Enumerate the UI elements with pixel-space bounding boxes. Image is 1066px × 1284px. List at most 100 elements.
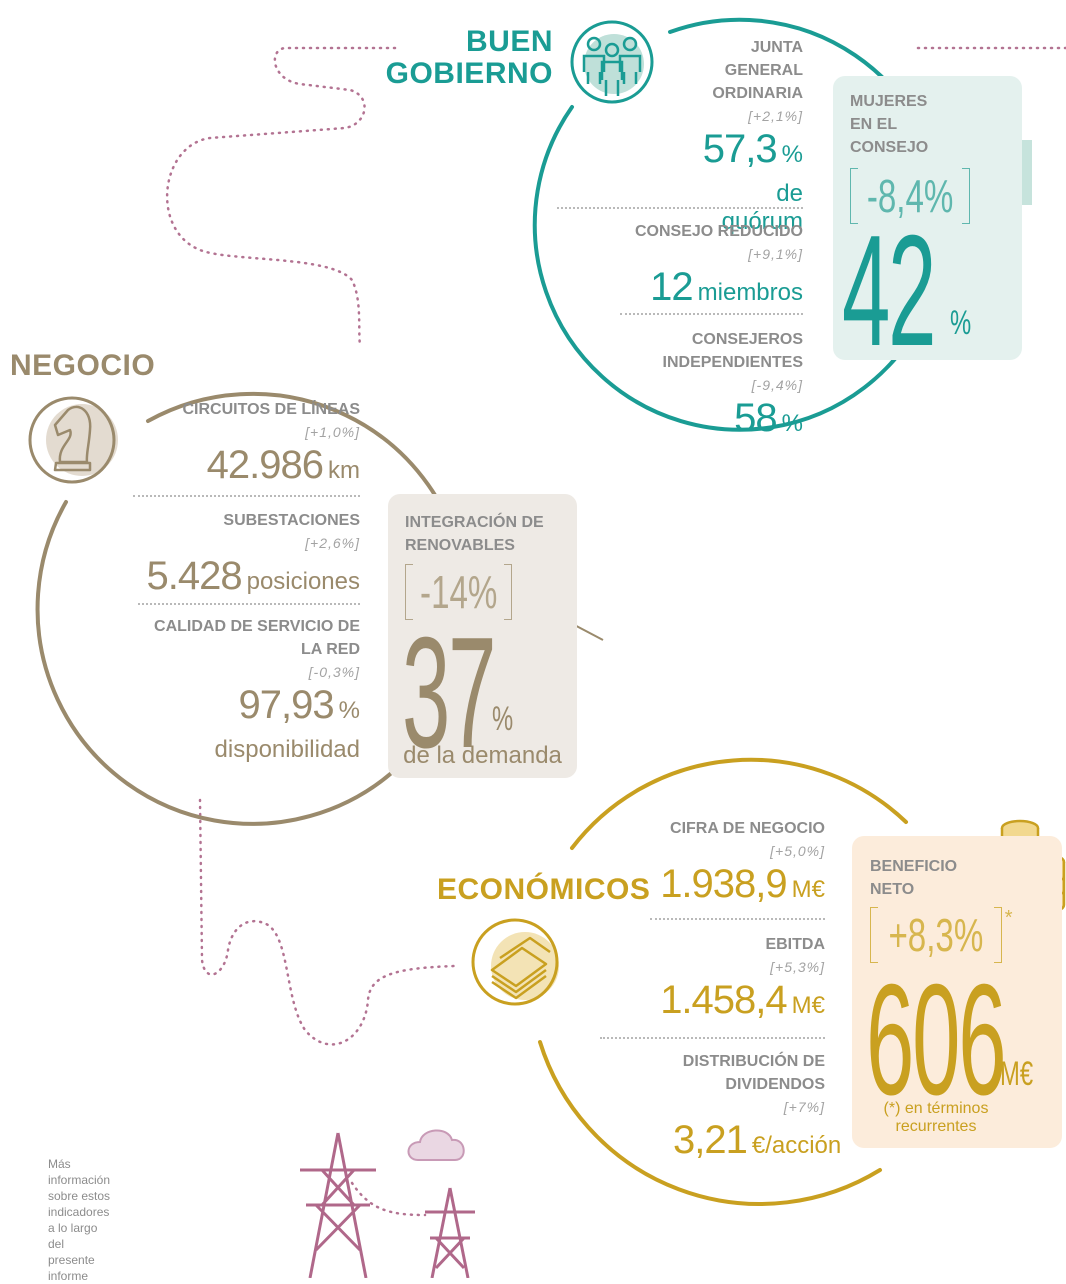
indicator-change: [+7%] xyxy=(783,1099,825,1115)
indicator: SUBESTACIONES [+2,6%] 5.428 posiciones xyxy=(120,509,360,607)
indicator: DISTRIBUCIÓN DE DIVIDENDOS [+7%] 3,21 €/acc… xyxy=(673,1050,841,1171)
indicator-value: 12 xyxy=(650,265,693,309)
separator xyxy=(557,207,803,209)
indicator-note: disponibilidad xyxy=(214,736,360,763)
indicator-unit: % xyxy=(781,141,803,168)
indicator-label: JUNTA GENERAL ORDINARIA xyxy=(712,39,803,102)
indicator-change: [+1,0%] xyxy=(305,424,360,440)
indicator-label: SUBESTACIONES xyxy=(223,512,360,529)
economic-arc-top xyxy=(570,757,908,850)
highlight-box xyxy=(388,494,577,778)
indicator-value: 42.986 xyxy=(206,443,324,487)
highlight-label: MUJERES EN EL CONSEJO xyxy=(850,93,929,156)
indicator-unit: % xyxy=(338,697,360,724)
cloud xyxy=(407,1129,465,1161)
indicator: EBITDA [+5,3%] 1.458,4 M€ xyxy=(605,933,825,1031)
economic-arc-bottom xyxy=(538,1040,882,1206)
indicator-value-row: 42.986 km xyxy=(120,443,360,496)
indicator: JUNTA GENERAL ORDINARIA [+2,1%] 57,3% de qu… xyxy=(693,36,803,236)
bracket xyxy=(850,168,858,224)
indicator: CONSEJO REDUCIDO [+9,1%] 12 miembros xyxy=(583,220,803,318)
indicator-value: 5.428 xyxy=(146,554,242,598)
money-icon xyxy=(471,918,559,1006)
section-title: ECONÓMICOS xyxy=(437,873,651,906)
indicator-value: 97,93 xyxy=(238,683,335,727)
bracket xyxy=(870,907,878,963)
highlight-label: BENEFICIO NETO xyxy=(870,858,958,898)
indicator: CIFRA DE NEGOCIO [+5,0%] 1.938,9 M€ xyxy=(605,817,825,915)
indicator-label: CIFRA DE NEGOCIO xyxy=(670,820,825,837)
bracket xyxy=(962,168,971,224)
indicator-unit: M€ xyxy=(791,876,825,903)
indicator-label: DISTRIBUCIÓN DE DIVIDENDOS xyxy=(682,1053,825,1093)
change-text: +8,3% xyxy=(888,909,984,961)
highlight-change: +8,3% * xyxy=(870,907,1013,963)
change-text: -14% xyxy=(420,566,498,618)
indicator-label: EBITDA xyxy=(765,936,825,953)
highlight-box xyxy=(852,836,1062,1148)
highlight-unit: % xyxy=(950,304,972,342)
title-line: GOBIERNO xyxy=(385,57,553,90)
separator xyxy=(600,1037,825,1039)
footnote: (*) en términos recurrentes xyxy=(883,1100,989,1135)
indicator-value-row: 1.458,4 M€ xyxy=(605,978,825,1031)
knight-icon xyxy=(28,396,118,484)
indicator-change: [+5,0%] xyxy=(770,843,825,859)
governance-arc xyxy=(532,17,947,432)
governance-icon xyxy=(570,20,654,104)
indicator-label: CALIDAD DE SERVICIO DE LA RED xyxy=(154,618,360,658)
indicator-unit: posiciones xyxy=(246,568,360,595)
indicator-value: 1.938,9 xyxy=(660,862,787,906)
indicator-change: [+2,1%] xyxy=(748,108,803,124)
indicator-label: CONSEJEROS INDEPENDIENTES xyxy=(662,331,803,371)
bracket xyxy=(405,564,413,620)
indicator-change: [+5,3%] xyxy=(770,959,825,975)
asterisk: * xyxy=(1004,907,1013,929)
highlight-value: 42 xyxy=(842,203,936,379)
indicator-unit: km xyxy=(328,457,360,484)
indicator-value-row: 1.938,9 M€ xyxy=(605,862,825,915)
indicator-unit: miembros xyxy=(697,279,803,306)
dotted-path xyxy=(165,46,1066,1217)
indicator-change: [-0,3%] xyxy=(308,664,360,680)
indicator-unit: % xyxy=(781,410,803,437)
section-title: NEGOCIO xyxy=(10,349,156,382)
highlight-value: 606 xyxy=(866,952,1007,1128)
separator xyxy=(133,495,360,497)
indicator-value: 58 xyxy=(734,396,777,440)
indicator: CALIDAD DE SERVICIO DE LA RED [-0,3%] 97,9… xyxy=(150,615,360,764)
highlight-change: -8,4% xyxy=(850,168,971,224)
indicator-unit: M€ xyxy=(791,992,825,1019)
bracket xyxy=(504,564,513,620)
highlight-unit: % xyxy=(492,700,514,738)
bracket xyxy=(993,907,1002,963)
highlight-value: 37 xyxy=(402,605,496,781)
indicator-change: [-9,4%] xyxy=(751,377,803,393)
indicator-note: de quórum xyxy=(721,180,803,235)
indicator-change: [+2,6%] xyxy=(305,535,360,551)
change-text: -8,4% xyxy=(866,170,954,222)
pylons xyxy=(300,1132,475,1278)
highlight-label: INTEGRACIÓN DE RENOVABLES xyxy=(405,514,544,554)
indicator-unit: €/acción xyxy=(751,1132,842,1159)
indicator-value: 3,21 xyxy=(673,1118,748,1162)
separator xyxy=(650,918,825,920)
indicator-value-row: 3,21 €/acción xyxy=(673,1118,841,1171)
highlight-note: de la demanda xyxy=(403,742,562,769)
indicator-value-row: 5.428 posiciones xyxy=(120,554,360,607)
indicator-value-row: 57,3% xyxy=(693,127,803,180)
title-line: BUEN xyxy=(465,25,553,58)
indicator-label: CONSEJO REDUCIDO xyxy=(634,223,803,240)
section-title: BUEN GOBIERNO xyxy=(386,26,553,90)
separator xyxy=(138,603,360,605)
highlight-change: -14% xyxy=(405,564,513,620)
footer-note: Más información sobre estos indicadores … xyxy=(48,1157,111,1283)
indicator: CONSEJEROS INDEPENDIENTES [-9,4%] 58% xyxy=(623,328,803,449)
highlight-box xyxy=(833,76,1022,360)
indicator: CIRCUITOS DE LÍNEAS [+1,0%] 42.986 km xyxy=(120,398,361,496)
indicator-change: [+9,1%] xyxy=(748,246,803,262)
indicator-value-row: 12 miembros xyxy=(583,265,803,318)
separator xyxy=(620,313,803,315)
indicator-value: 57,3 xyxy=(702,127,778,171)
